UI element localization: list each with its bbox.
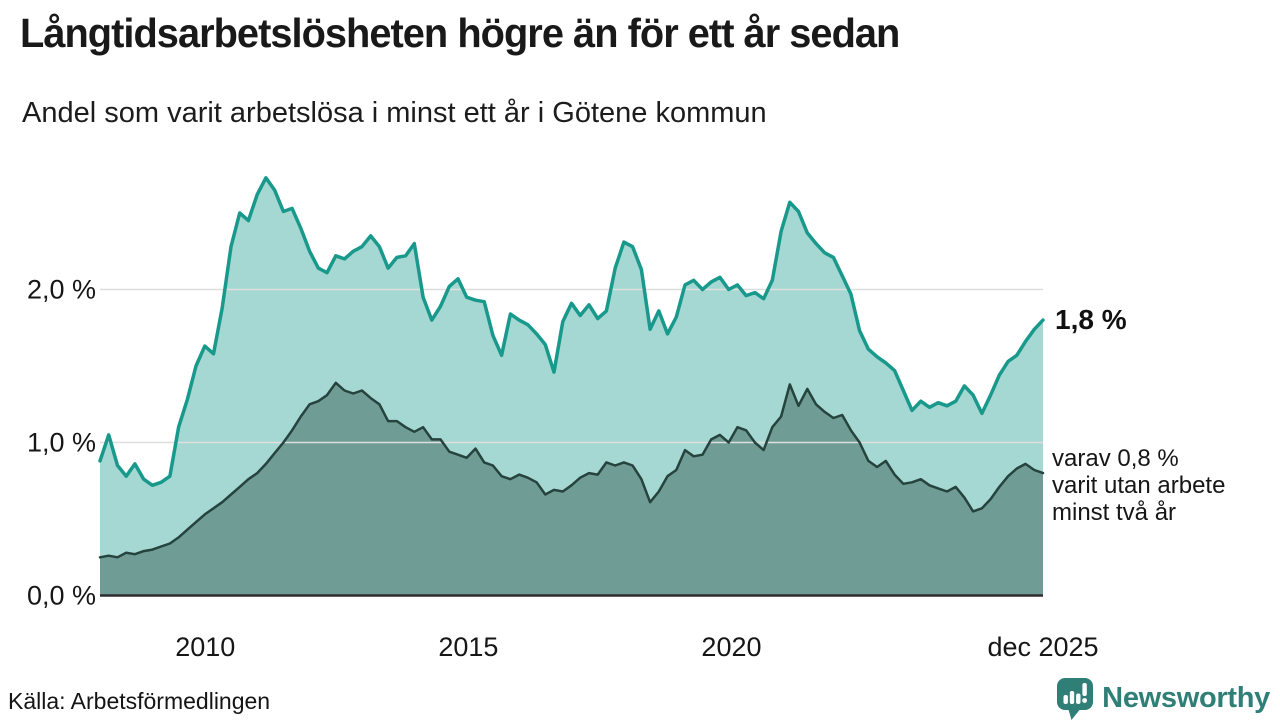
end-sub-line-3: minst två år [1052, 499, 1177, 527]
newsworthy-logo: Newsworthy [1055, 676, 1270, 720]
newsworthy-wordmark: Newsworthy [1102, 682, 1270, 714]
end-sub-line-1: varav 0,8 % [1052, 445, 1179, 473]
x-tick-label: 2015 [438, 632, 499, 662]
area-fill [100, 382, 1043, 596]
page-title: Långtidsarbetslösheten högre än för ett … [20, 10, 900, 56]
series-two-years-end-label: varav 0,8 % varit utan arbete minst två … [1052, 445, 1225, 526]
y-tick-label: 1,0 % [26, 427, 96, 457]
x-tick-label: 2010 [175, 632, 236, 662]
series-total-end-label: 1,8 % [1055, 304, 1127, 336]
series-line [98, 176, 1045, 488]
x-tick-label: dec 2025 [987, 632, 1099, 662]
source-note: Källa: Arbetsförmedlingen [8, 688, 271, 714]
chart-subtitle: Andel som varit arbetslösa i minst ett å… [22, 97, 767, 129]
y-tick-label: 0,0 % [26, 580, 96, 610]
y-tick-label: 2,0 % [26, 274, 96, 304]
newsworthy-icon [1057, 678, 1094, 720]
x-tick-label: 2020 [701, 632, 762, 662]
end-sub-line-2: varit utan arbete [1052, 472, 1226, 500]
series-line [98, 381, 1045, 559]
